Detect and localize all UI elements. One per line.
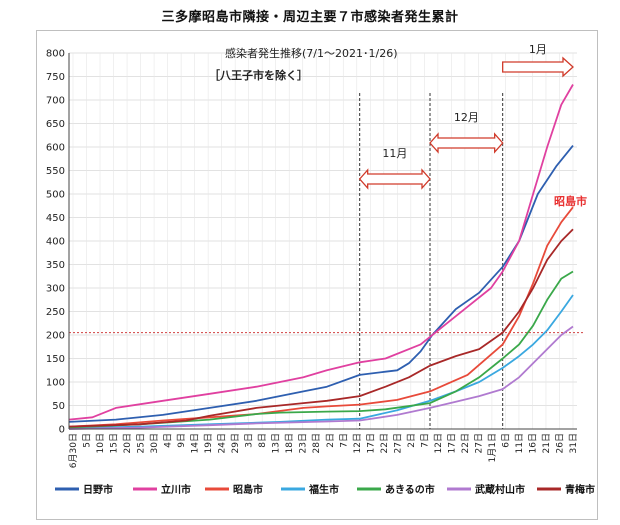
y-tick-label: 300 bbox=[46, 284, 65, 295]
month-arrow bbox=[502, 56, 574, 78]
y-tick-label: 500 bbox=[46, 190, 65, 201]
x-tick-label: 25日 bbox=[136, 433, 147, 453]
month-arrow bbox=[358, 168, 431, 190]
x-tick-label: 17日 bbox=[365, 433, 376, 453]
x-tick-label: 6日 bbox=[500, 433, 511, 448]
x-tick-label: 31日 bbox=[568, 433, 579, 453]
y-tick-label: 400 bbox=[46, 237, 65, 248]
x-tick-label: 15日 bbox=[109, 433, 120, 453]
x-tick-label: 18日 bbox=[284, 433, 295, 453]
x-tick-label: 9日 bbox=[176, 433, 187, 448]
x-tick-label: 27日 bbox=[392, 433, 403, 453]
series-line bbox=[68, 325, 574, 430]
y-tick-label: 200 bbox=[46, 331, 65, 342]
x-tick-label: 4日 bbox=[163, 433, 174, 448]
x-tick-label: 28日 bbox=[311, 433, 322, 453]
x-tick-label: 7日 bbox=[419, 433, 430, 448]
chart-background bbox=[37, 31, 597, 519]
x-tick-label: 20日 bbox=[122, 433, 133, 453]
month-label: 1月 bbox=[529, 43, 547, 56]
x-tick-label: 11日 bbox=[514, 433, 525, 453]
x-tick-label: 12日 bbox=[433, 433, 444, 453]
y-tick-label: 650 bbox=[46, 119, 65, 130]
x-tick-label: 6月30日 bbox=[68, 433, 79, 468]
y-tick-label: 150 bbox=[46, 354, 65, 365]
month-marker-layer: 11月 12月 1月 bbox=[358, 43, 574, 429]
legend-label: 武蔵村山市 bbox=[475, 483, 525, 496]
legend-label: 福生市 bbox=[308, 483, 339, 496]
x-tick-label: 3日 bbox=[244, 433, 255, 448]
legend-label: あきるの市 bbox=[385, 483, 435, 496]
month-label: 11月 bbox=[382, 147, 407, 160]
highlight-label: 昭島市 bbox=[554, 194, 587, 208]
legend: 日野市 立川市 昭島市 福生市 あきるの市 武蔵村山市 青梅市 bbox=[55, 483, 595, 496]
legend-label: 昭島市 bbox=[233, 483, 263, 496]
y-tick-label: 50 bbox=[52, 401, 65, 412]
x-tick-label: 26日 bbox=[554, 433, 565, 453]
chart-subtitle: ［八王子市を除く］ bbox=[209, 68, 308, 82]
y-tick-label: 700 bbox=[46, 96, 65, 107]
month-label: 12月 bbox=[454, 111, 479, 124]
x-tick-label: 8日 bbox=[257, 433, 268, 448]
y-tick-label: 450 bbox=[46, 213, 65, 224]
x-tick-label: 27日 bbox=[473, 433, 484, 453]
x-tick-label: 2日 bbox=[325, 433, 336, 448]
series-line bbox=[68, 270, 574, 429]
x-tick-label: 7日 bbox=[338, 433, 349, 448]
x-tick-label: 14日 bbox=[190, 433, 201, 453]
x-tick-label: 22日 bbox=[379, 433, 390, 453]
x-tick-label: 23日 bbox=[298, 433, 309, 453]
series-line bbox=[68, 228, 574, 428]
chart-svg: 11月 12月 1月 0 50 100 150 200 250 300 350 400 450 500 5… bbox=[37, 31, 597, 519]
x-tick-label: 13日 bbox=[271, 433, 282, 453]
x-tick-label: 17日 bbox=[446, 433, 457, 453]
grid-layer bbox=[69, 52, 577, 430]
x-tick-label: 12日 bbox=[352, 433, 363, 453]
x-tick-label: 2日 bbox=[406, 433, 417, 448]
month-arrow bbox=[429, 132, 504, 154]
x-tick-label: 19日 bbox=[203, 433, 214, 453]
x-tick-label: 1月1日 bbox=[487, 433, 498, 462]
y-tick-label: 0 bbox=[59, 425, 65, 436]
legend-label: 立川市 bbox=[161, 483, 191, 496]
x-tick-label: 24日 bbox=[217, 433, 228, 453]
y-tick-label: 800 bbox=[46, 49, 65, 60]
x-tick-label: 5日 bbox=[82, 433, 93, 448]
x-tick-label: 29日 bbox=[230, 433, 241, 453]
x-tick-label: 16日 bbox=[527, 433, 538, 453]
y-tick-label: 250 bbox=[46, 307, 65, 318]
y-tick-label: 100 bbox=[46, 378, 65, 389]
chart-title: 感染者発生推移(7/1～2021･1/26) bbox=[225, 46, 397, 60]
series-line bbox=[68, 84, 574, 421]
chart-frame: 11月 12月 1月 0 50 100 150 200 250 300 350 400 450 500 5… bbox=[36, 30, 598, 520]
y-tick-label: 600 bbox=[46, 143, 65, 154]
x-tick-label: 21日 bbox=[541, 433, 552, 453]
y-tick-label: 750 bbox=[46, 72, 65, 83]
x-tick-label: 10日 bbox=[95, 433, 106, 453]
x-tick-label: 30日 bbox=[149, 433, 160, 453]
y-tick-label: 350 bbox=[46, 260, 65, 271]
legend-label: 日野市 bbox=[83, 483, 113, 496]
legend-label: 青梅市 bbox=[565, 483, 595, 496]
series-layer bbox=[68, 84, 574, 430]
x-tick-label: 22日 bbox=[460, 433, 471, 453]
page-title: 三多摩昭島市隣接・周辺主要７市感染者発生累計 bbox=[161, 10, 459, 25]
axis-layer: 0 50 100 150 200 250 300 350 400 450 500 550 600 650 7… bbox=[46, 49, 579, 469]
y-tick-label: 550 bbox=[46, 166, 65, 177]
